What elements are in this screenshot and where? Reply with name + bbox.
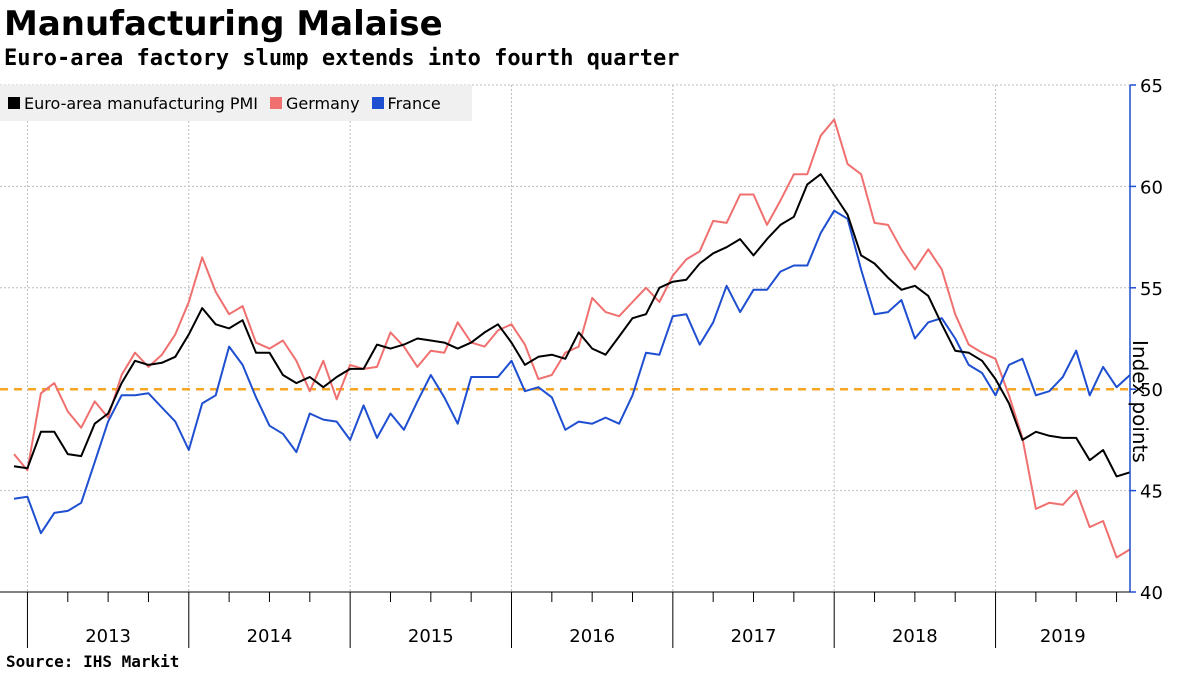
legend: Euro-area manufacturing PMI Germany Fran…	[0, 85, 472, 121]
y-tick-label: 65	[1140, 76, 1163, 97]
legend-item-france: France	[371, 93, 441, 113]
y-tick-label: 55	[1140, 279, 1163, 300]
axes: 40 45 50 55 60 65 2013 2014 2015 2016 2017 2018 2019	[0, 76, 1163, 648]
x-year-label: 2018	[892, 626, 938, 647]
x-year-label: 2015	[408, 626, 454, 647]
x-year-label: 2013	[85, 626, 131, 647]
y-tick-label: 50	[1140, 380, 1163, 401]
legend-swatch-france	[371, 97, 384, 109]
x-year-label: 2014	[247, 626, 293, 647]
source-note: Source: IHS Markit	[6, 652, 180, 671]
chart-subtitle: Euro-area factory slump extends into fou…	[4, 46, 680, 71]
series-line-germany	[13, 118, 1131, 559]
legend-label-germany: Germany	[286, 93, 360, 113]
chart-title: Manufacturing Malaise	[4, 4, 443, 44]
series-line-france	[13, 209, 1131, 535]
legend-item-euro: Euro-area manufacturing PMI	[8, 94, 258, 113]
series-lines	[13, 118, 1131, 559]
series-line-euro-area	[13, 173, 1131, 478]
gridlines	[0, 84, 1130, 593]
legend-item-germany: Germany	[270, 94, 360, 113]
y-tick-label: 40	[1140, 583, 1163, 604]
y-tick-label: 45	[1140, 482, 1163, 503]
legend-swatch-euro	[8, 97, 20, 109]
legend-swatch-germany	[270, 97, 282, 109]
x-year-label: 2017	[731, 626, 777, 647]
x-year-label: 2019	[1040, 626, 1086, 647]
y-axis-title: Index points	[1128, 340, 1152, 463]
y-tick-label: 60	[1140, 177, 1163, 198]
x-year-label: 2016	[569, 626, 615, 647]
legend-label-france: France	[387, 93, 441, 113]
legend-label-euro: Euro-area manufacturing PMI	[24, 93, 258, 113]
